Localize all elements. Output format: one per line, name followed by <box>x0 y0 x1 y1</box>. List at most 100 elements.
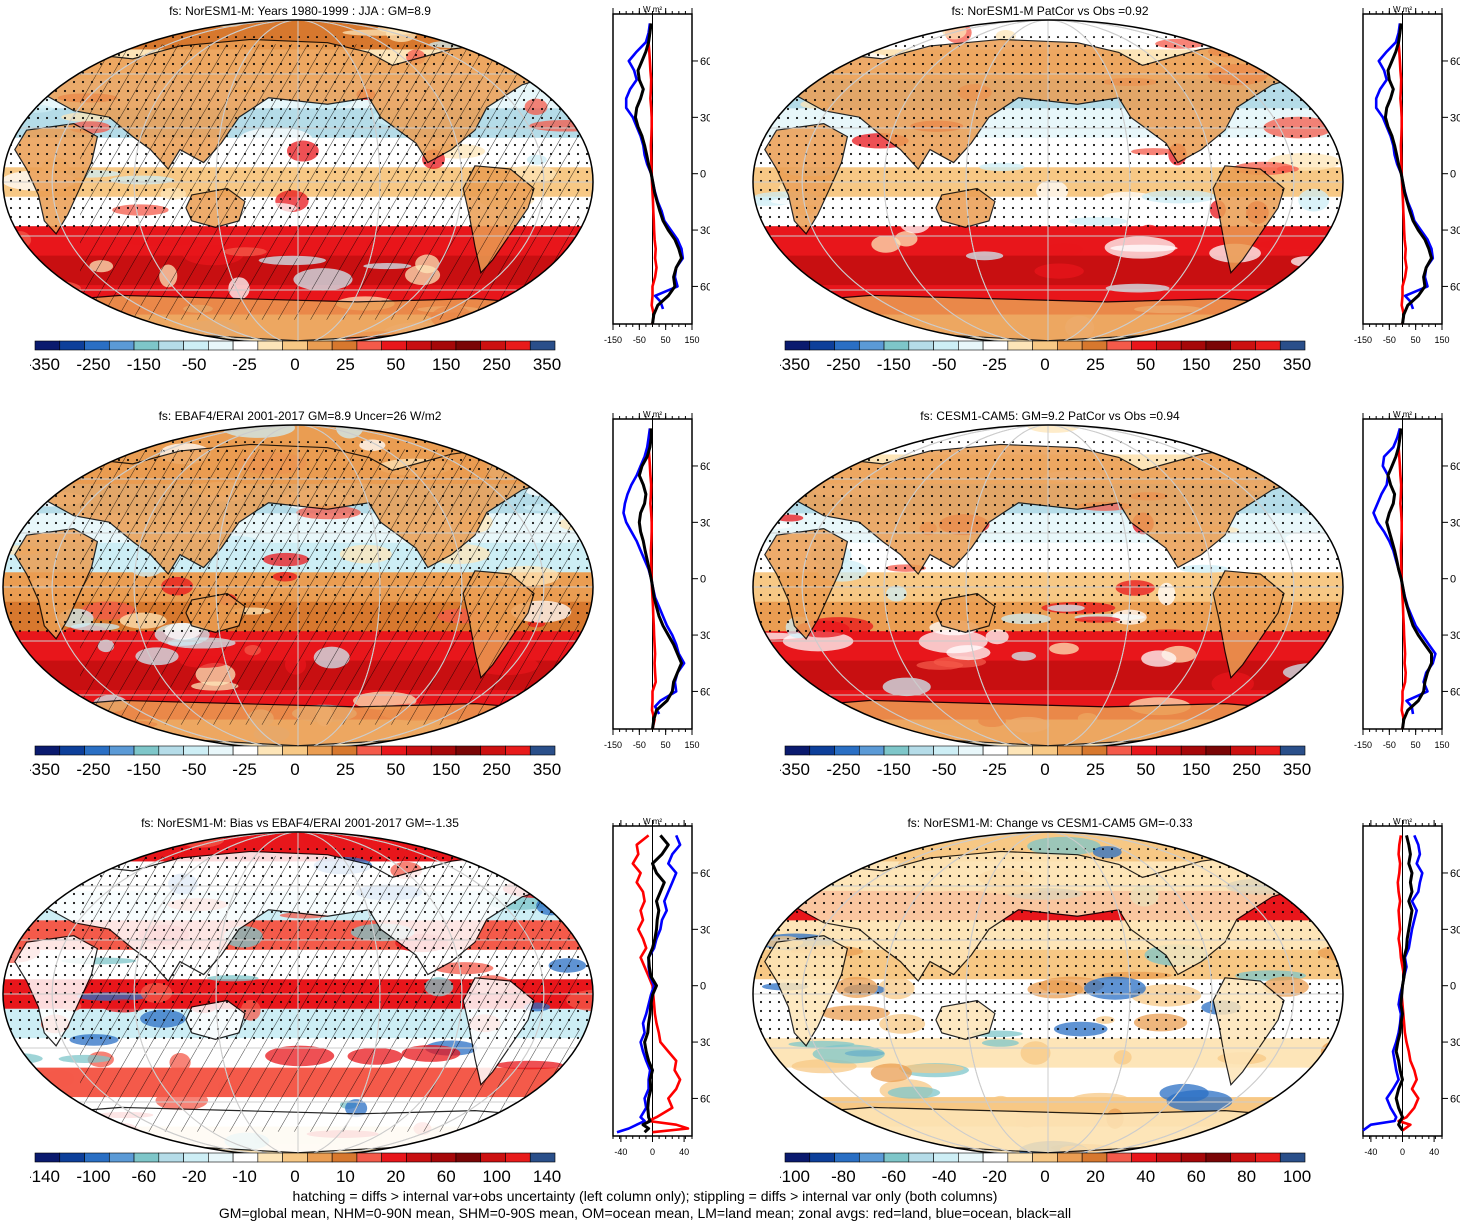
colorbar-tick-label: 80 <box>1237 1167 1256 1186</box>
field-patch <box>1160 1084 1209 1103</box>
colorbar-tick-label: 50 <box>386 760 405 779</box>
colorbar-tick-label: -20 <box>982 1167 1007 1186</box>
field-patch <box>517 712 583 733</box>
colorbar-swatch <box>1107 1153 1132 1162</box>
latitude-band <box>750 661 1350 691</box>
colorbar-tick-label: -350 <box>30 760 60 779</box>
world-map <box>0 17 600 347</box>
field-patch <box>785 290 838 308</box>
x-tick-label: 150 <box>684 335 699 345</box>
colorbar-swatch <box>109 746 134 755</box>
field-patch <box>750 690 789 700</box>
colorbar-swatch <box>283 1153 308 1162</box>
colorbar-tick-label: 250 <box>1232 355 1260 374</box>
colorbar-swatch <box>208 746 233 755</box>
colorbar-swatch <box>1082 746 1107 755</box>
colorbar-swatch <box>1181 746 1206 755</box>
colorbar-swatch <box>60 341 85 350</box>
colorbar-swatch <box>983 1153 1008 1162</box>
field-patch <box>157 829 199 836</box>
y-tick-label: 30S <box>1450 1037 1460 1049</box>
y-tick-label: 30N <box>1450 112 1460 124</box>
y-tick-label: 30N <box>700 924 710 936</box>
field-patch <box>464 717 501 737</box>
colorbar-swatch <box>1280 1153 1305 1162</box>
colorbar-tick-label: -150 <box>127 760 161 779</box>
colorbar-swatch <box>835 746 860 755</box>
map-title: fs: NorESM1-M: Change vs CESM1-CAM5 GM=-… <box>750 816 1350 830</box>
colorbar-swatch <box>1206 1153 1231 1162</box>
colorbar: -350-250-150-50-2502550150250350 <box>30 742 590 792</box>
x-tick-label: 40 <box>679 1147 689 1157</box>
field-patch <box>455 20 476 41</box>
field-patch <box>493 310 538 323</box>
colorbar-swatch <box>1008 746 1033 755</box>
colorbar-swatch <box>159 341 184 350</box>
colorbar-tick-label: 25 <box>1086 355 1105 374</box>
colorbar-swatch <box>109 341 134 350</box>
field-patch <box>128 832 180 840</box>
colorbar-tick-label: 50 <box>386 355 405 374</box>
colorbar-swatch <box>1280 746 1305 755</box>
colorbar-tick-label: 40 <box>1136 1167 1155 1186</box>
field-patch <box>1198 23 1221 31</box>
colorbar-swatch <box>1057 746 1082 755</box>
colorbar-swatch <box>1057 1153 1082 1162</box>
y-tick-label: 60N <box>700 461 710 473</box>
colorbar-tick-label: 100 <box>1283 1167 1311 1186</box>
y-tick-label: 0 <box>1450 574 1456 586</box>
colorbar-tick-label: -100 <box>780 1167 810 1186</box>
colorbar-tick-label: 0 <box>1040 355 1049 374</box>
colorbar-swatch <box>332 1153 357 1162</box>
colorbar-swatch <box>530 746 555 755</box>
field-patch <box>1200 37 1263 46</box>
zonal-series-all <box>643 835 668 1132</box>
colorbar-swatch <box>233 341 258 350</box>
colorbar-swatch <box>134 341 159 350</box>
field-patch <box>39 846 60 855</box>
field-patch <box>0 45 17 64</box>
footer-note-2: GM=global mean, NHM=0-90N mean, SHM=0-90… <box>0 1205 1290 1221</box>
field-patch <box>46 1070 75 1087</box>
colorbar-swatch <box>1156 1153 1181 1162</box>
world-map <box>0 422 600 752</box>
field-patch <box>115 848 134 858</box>
colorbar-tick-label: -50 <box>932 355 957 374</box>
field-patch <box>750 680 797 694</box>
zonal-series-ocean <box>1376 23 1433 309</box>
colorbar-swatch <box>934 341 959 350</box>
colorbar-tick-label: 60 <box>1187 1167 1206 1186</box>
field-patch <box>16 837 76 854</box>
colorbar-tick-label: -250 <box>76 760 110 779</box>
colorbar-swatch <box>530 341 555 350</box>
colorbar-swatch <box>332 746 357 755</box>
x-tick-label: 150 <box>684 740 699 750</box>
colorbar-swatch <box>35 1153 60 1162</box>
colorbar-swatch <box>134 1153 159 1162</box>
colorbar-swatch <box>456 746 481 755</box>
field-patch <box>54 695 79 702</box>
colorbar-swatch <box>1255 746 1280 755</box>
y-tick-label: 30S <box>700 225 710 237</box>
x-tick-label: 0 <box>1400 1147 1405 1157</box>
field-patch <box>1272 434 1293 446</box>
colorbar-swatch <box>1033 341 1058 350</box>
colorbar-swatch <box>1033 1153 1058 1162</box>
x-tick-label: 40 <box>1429 1147 1439 1157</box>
colorbar-swatch <box>505 1153 530 1162</box>
colorbar-swatch <box>332 341 357 350</box>
field-patch <box>0 831 61 850</box>
y-tick-label: 30S <box>1450 225 1460 237</box>
field-patch <box>793 833 850 847</box>
field-patch <box>916 661 963 670</box>
colorbar-swatch <box>35 746 60 755</box>
field-patch <box>501 319 537 335</box>
colorbar-swatch <box>307 341 332 350</box>
colorbar-tick-label: -50 <box>182 355 207 374</box>
colorbar-swatch <box>481 746 506 755</box>
field-patch <box>832 17 904 31</box>
x-tick-label: 50 <box>661 335 671 345</box>
colorbar-swatch <box>233 746 258 755</box>
x-tick-label: -40 <box>1364 1147 1377 1157</box>
